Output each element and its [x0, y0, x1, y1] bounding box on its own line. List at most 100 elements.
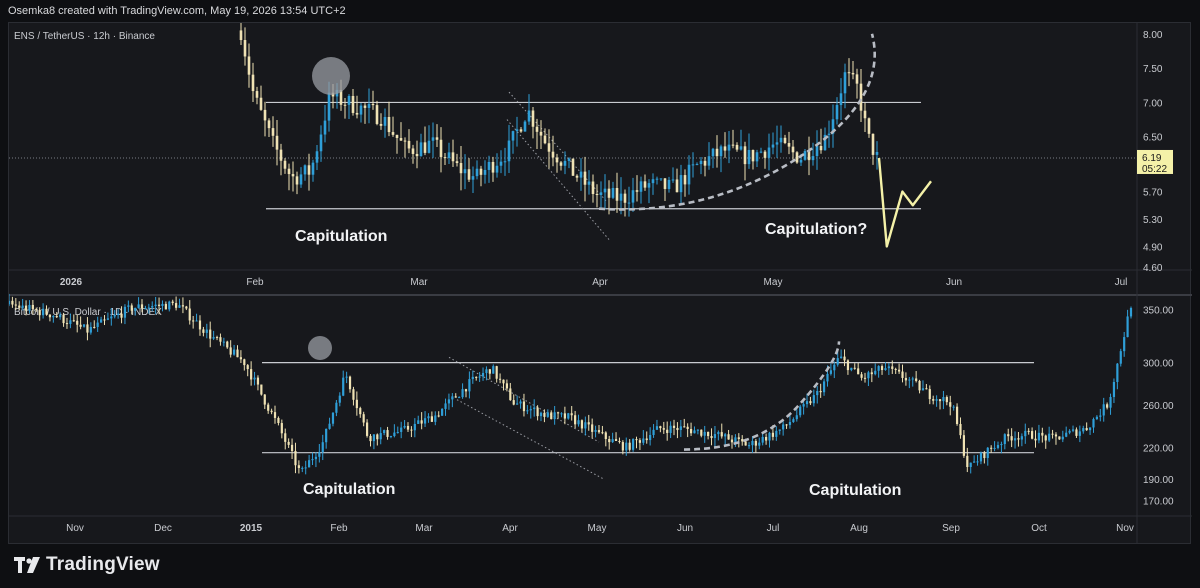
candle-body: [383, 117, 387, 126]
candle-body: [547, 143, 551, 152]
ens-x-tick: Jul: [1115, 277, 1128, 288]
candle-body: [621, 442, 624, 451]
candle-body: [399, 138, 403, 141]
candle-body: [523, 121, 527, 132]
footer: TradingView: [0, 544, 1200, 588]
candle-body: [321, 442, 324, 453]
candle-body: [509, 388, 512, 401]
candle-body: [247, 56, 251, 75]
ens-annotation-capitulation-question: Capitulation?: [765, 221, 867, 238]
candle-body: [676, 427, 679, 431]
btc-x-tick: Apr: [502, 523, 518, 534]
candle-body: [703, 431, 706, 436]
candle-body: [969, 462, 972, 467]
candle-body: [1041, 432, 1044, 436]
candle-body: [938, 399, 942, 402]
candle-body: [331, 412, 335, 424]
candle-body: [369, 435, 372, 442]
candle-body: [1092, 419, 1095, 428]
candle-body: [577, 420, 580, 425]
candle-body: [491, 161, 495, 173]
candle-body: [768, 432, 771, 441]
candle-body: [168, 301, 171, 310]
candle-body: [691, 164, 695, 166]
candle-body: [256, 377, 260, 385]
candle-body: [734, 437, 737, 443]
candle-body: [93, 326, 96, 328]
candle-body: [255, 91, 259, 98]
candle-body: [434, 415, 437, 422]
candle-body: [435, 137, 439, 140]
ens-x-tick: 2026: [60, 277, 83, 288]
candle-body: [284, 433, 287, 442]
candle-body: [171, 301, 174, 304]
ens-capitulation-circle: [312, 57, 350, 95]
candle-body: [406, 425, 410, 430]
candle-body: [498, 378, 502, 380]
candle-body: [275, 135, 279, 150]
candle-body: [137, 304, 140, 308]
btc-x-tick: Dec: [154, 523, 172, 534]
candle-body: [18, 305, 21, 308]
chart-canvas[interactable]: ENS / TetherUS · 12h · Binance Capitulati…: [9, 23, 1192, 545]
candle-body: [850, 367, 853, 371]
candle-body: [855, 74, 859, 84]
candle-body: [875, 151, 879, 155]
candle-body: [263, 394, 266, 405]
candle-body: [499, 161, 503, 166]
candle-body: [303, 165, 307, 175]
candle-body: [884, 368, 887, 370]
candle-body: [1085, 428, 1088, 431]
candle-body: [475, 168, 479, 177]
candle-body: [447, 399, 451, 404]
candle-body: [833, 364, 836, 371]
candle-body: [290, 444, 294, 451]
candle-body: [731, 144, 735, 146]
candle-body: [106, 318, 109, 320]
candle-body: [560, 413, 563, 415]
candle-body: [515, 129, 519, 132]
candle-body: [1013, 438, 1017, 441]
candle-body: [431, 137, 435, 141]
candle-body: [802, 404, 805, 407]
candle-body: [652, 429, 655, 435]
candle-body: [880, 366, 884, 370]
candle-body: [986, 447, 989, 459]
candle-body: [767, 147, 771, 158]
btc-y-tick: 300.00: [1143, 359, 1174, 370]
candle-body: [707, 431, 710, 437]
candle-body: [147, 307, 150, 309]
candle-body: [294, 450, 297, 466]
ens-x-tick: Jun: [946, 277, 962, 288]
candle-body: [1010, 436, 1013, 441]
candle-body: [679, 426, 682, 431]
candle-body: [846, 360, 850, 371]
candle-body: [48, 314, 52, 318]
candle-body: [571, 158, 575, 176]
candle-body: [367, 103, 371, 108]
candle-body: [277, 417, 280, 424]
candle-body: [82, 324, 86, 327]
tradingview-logo[interactable]: TradingView: [14, 554, 160, 576]
candle-body: [103, 319, 106, 321]
candle-body: [519, 401, 522, 404]
candle-body: [130, 305, 133, 311]
candle-body: [679, 175, 683, 193]
ens-rounded-curve: [598, 33, 876, 211]
candle-body: [151, 306, 154, 308]
candle-body: [400, 427, 403, 432]
candle-body: [935, 399, 938, 401]
candle-body: [672, 425, 676, 428]
ens-annotation-capitulation: Capitulation: [295, 228, 387, 245]
candle-body: [427, 140, 431, 153]
candle-body: [887, 366, 890, 369]
candle-body: [831, 119, 835, 134]
candle-body: [1027, 430, 1030, 432]
candle-body: [195, 320, 198, 322]
candle-body: [823, 134, 827, 151]
candle-body: [376, 434, 379, 440]
candle-body: [185, 306, 188, 309]
candle-body: [38, 310, 41, 316]
candle-body: [283, 160, 287, 169]
tradingview-logo-icon: [14, 557, 40, 573]
